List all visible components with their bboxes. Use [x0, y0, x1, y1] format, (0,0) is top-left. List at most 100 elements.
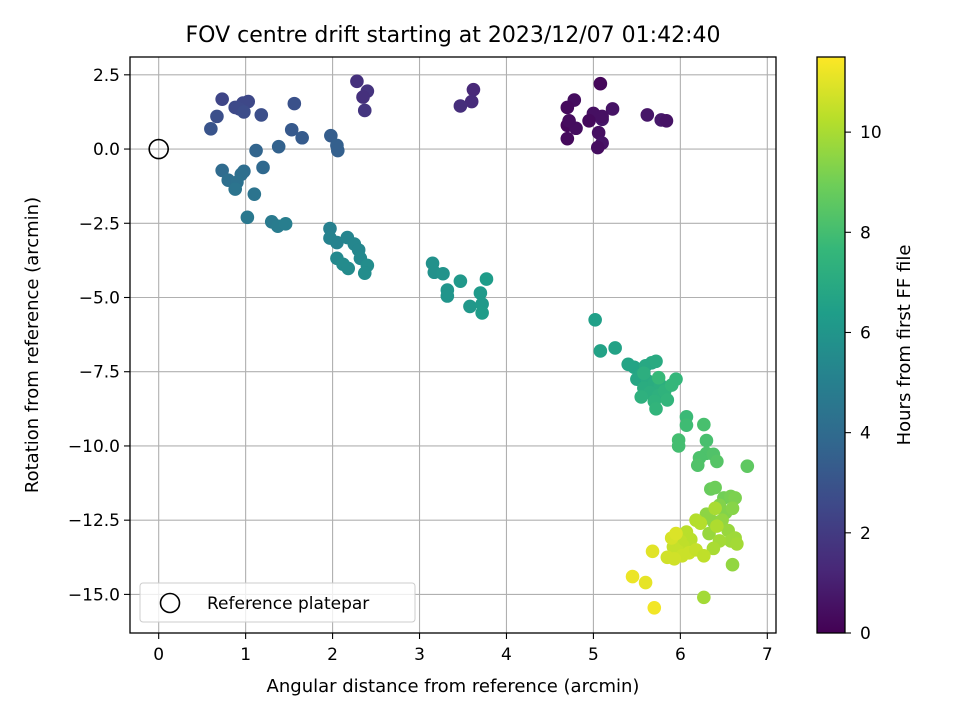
data-point [710, 519, 724, 533]
data-point [560, 131, 575, 146]
data-point [271, 139, 286, 154]
data-point [350, 74, 364, 89]
data-point [295, 130, 309, 145]
data-point [284, 122, 299, 137]
data-point [708, 501, 722, 516]
data-point [697, 549, 711, 563]
data-point [479, 272, 494, 286]
data-point [671, 439, 686, 453]
colorbar-tick-label: 8 [860, 223, 871, 243]
plot-frame [129, 56, 777, 634]
data-point [690, 458, 705, 473]
data-point [669, 372, 683, 386]
y-tick-label: 0.0 [93, 140, 120, 160]
data-point [660, 393, 675, 407]
y-tick-label: −10.0 [68, 437, 120, 457]
data-point [608, 341, 622, 355]
data-point [593, 76, 608, 91]
y-tick-label: −15.0 [68, 585, 120, 605]
y-tick-label: −7.5 [79, 363, 120, 383]
data-point [330, 235, 344, 250]
data-point [562, 114, 576, 128]
data-point [464, 94, 479, 109]
data-point [590, 140, 605, 155]
data-point [341, 261, 356, 276]
chart-title: FOV centre drift starting at 2023/12/07 … [186, 23, 721, 48]
data-point [256, 160, 270, 175]
data-point [605, 102, 620, 116]
x-tick-label: 3 [414, 645, 425, 665]
data-point [473, 286, 488, 300]
data-point [357, 103, 372, 118]
legend-marker [159, 592, 181, 614]
data-point [667, 551, 682, 566]
x-tick-label: 4 [501, 645, 512, 665]
data-point [287, 96, 302, 111]
data-point [582, 114, 596, 128]
colorbar-tick-label: 10 [860, 123, 882, 143]
data-point [215, 92, 229, 106]
x-tick-label: 6 [675, 645, 686, 665]
data-point [634, 390, 649, 404]
data-point [453, 274, 468, 288]
y-tick-label: −2.5 [79, 214, 120, 234]
data-point [728, 491, 742, 505]
data-point [560, 100, 575, 115]
y-axis-label: Rotation from reference (arcmin) [22, 197, 43, 493]
data-point [475, 306, 489, 320]
data-point [278, 217, 293, 231]
data-point [647, 600, 662, 615]
data-point [210, 109, 224, 124]
data-point [356, 90, 370, 104]
data-point [725, 501, 740, 516]
data-point [357, 266, 372, 280]
data-point [204, 122, 218, 136]
data-point [679, 418, 694, 432]
data-point [640, 108, 655, 122]
data-point [669, 526, 683, 541]
legend: Reference platepar [139, 582, 416, 623]
data-point [649, 354, 663, 369]
colorbar-tick-label: 4 [860, 424, 871, 444]
data-point [466, 82, 481, 97]
y-tick-label: 2.5 [93, 66, 120, 86]
colorbar-label: Hours from first FF file [894, 245, 915, 446]
data-point [463, 299, 477, 314]
data-point [440, 289, 455, 303]
data-point [710, 454, 724, 469]
legend-box [139, 582, 416, 623]
colorbar-tick-label: 0 [860, 624, 871, 644]
data-point [697, 417, 711, 432]
data-point [740, 459, 755, 473]
grid [130, 57, 776, 633]
data-point [324, 128, 338, 143]
data-point [730, 537, 744, 551]
data-points [204, 74, 755, 615]
data-point [637, 366, 651, 381]
data-point [697, 590, 711, 605]
data-point [725, 557, 740, 572]
x-axis-label: Angular distance from reference (arcmin) [267, 676, 640, 697]
y-tick-label: −12.5 [68, 511, 120, 531]
y-tick-label: −5.0 [79, 288, 120, 308]
data-point [591, 125, 606, 140]
data-point [595, 109, 609, 124]
data-point [693, 516, 708, 530]
data-point [240, 210, 255, 225]
x-tick-label: 0 [153, 645, 164, 665]
data-point [699, 433, 714, 448]
data-point [249, 143, 263, 158]
colorbar-tick-label: 2 [860, 524, 871, 544]
data-point [254, 108, 269, 122]
data-point [588, 312, 602, 327]
data-point [323, 221, 337, 236]
data-point [593, 344, 608, 358]
colorbar-ticks: 0 2 4 6 8 10 [845, 123, 882, 644]
data-point [215, 163, 229, 178]
x-tick-label: 1 [240, 645, 251, 665]
data-point [453, 99, 468, 113]
x-tick-label: 5 [588, 645, 599, 665]
data-point [651, 370, 666, 385]
data-point [247, 187, 262, 201]
